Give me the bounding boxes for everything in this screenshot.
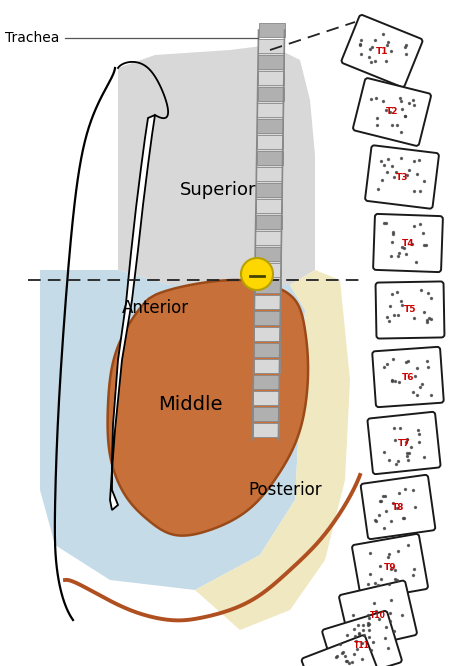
Bar <box>258 55 284 69</box>
FancyBboxPatch shape <box>302 635 383 666</box>
Text: Superior: Superior <box>180 181 256 199</box>
Bar <box>257 119 283 133</box>
FancyBboxPatch shape <box>372 347 444 407</box>
Text: T10: T10 <box>370 611 386 619</box>
Bar <box>253 407 279 421</box>
Polygon shape <box>110 115 155 510</box>
Bar <box>255 247 281 261</box>
Text: Posterior: Posterior <box>248 481 322 499</box>
Bar <box>257 135 283 149</box>
Bar <box>255 279 281 293</box>
Text: T3: T3 <box>396 172 408 182</box>
Bar <box>256 199 282 213</box>
Bar <box>258 71 284 85</box>
Text: T5: T5 <box>404 306 416 314</box>
Bar <box>257 103 283 117</box>
FancyBboxPatch shape <box>367 412 440 474</box>
Bar <box>254 343 280 357</box>
Bar <box>256 183 282 197</box>
FancyBboxPatch shape <box>353 78 431 146</box>
Text: Trachea: Trachea <box>5 31 59 45</box>
Text: T11: T11 <box>354 641 370 651</box>
FancyBboxPatch shape <box>373 214 443 272</box>
Bar <box>254 359 280 373</box>
Bar <box>254 311 280 325</box>
Text: T6: T6 <box>402 372 414 382</box>
Bar <box>256 167 283 181</box>
Bar <box>258 23 284 37</box>
Bar <box>257 87 283 101</box>
Polygon shape <box>108 280 308 535</box>
Bar <box>258 39 284 53</box>
Text: T9: T9 <box>383 563 396 571</box>
FancyBboxPatch shape <box>339 581 417 649</box>
Bar <box>254 327 280 341</box>
Bar <box>255 215 282 229</box>
Bar <box>253 391 279 405</box>
FancyBboxPatch shape <box>375 282 445 338</box>
Text: T8: T8 <box>392 503 404 511</box>
Bar <box>253 423 279 437</box>
Polygon shape <box>118 45 315 285</box>
Polygon shape <box>195 270 350 630</box>
FancyBboxPatch shape <box>342 15 422 87</box>
Bar <box>255 263 281 277</box>
Bar <box>253 375 279 389</box>
Circle shape <box>241 258 273 290</box>
FancyBboxPatch shape <box>361 475 435 539</box>
Text: T7: T7 <box>398 438 410 448</box>
Polygon shape <box>40 270 305 590</box>
Text: Middle: Middle <box>158 396 222 414</box>
FancyBboxPatch shape <box>365 145 439 208</box>
Bar <box>255 231 282 245</box>
Text: T2: T2 <box>386 107 398 117</box>
Bar <box>255 295 281 309</box>
Text: T1: T1 <box>376 47 388 55</box>
FancyBboxPatch shape <box>322 611 402 666</box>
Text: Anterior: Anterior <box>121 299 189 317</box>
FancyBboxPatch shape <box>352 534 428 600</box>
Bar <box>256 151 283 165</box>
Text: T4: T4 <box>401 238 414 248</box>
